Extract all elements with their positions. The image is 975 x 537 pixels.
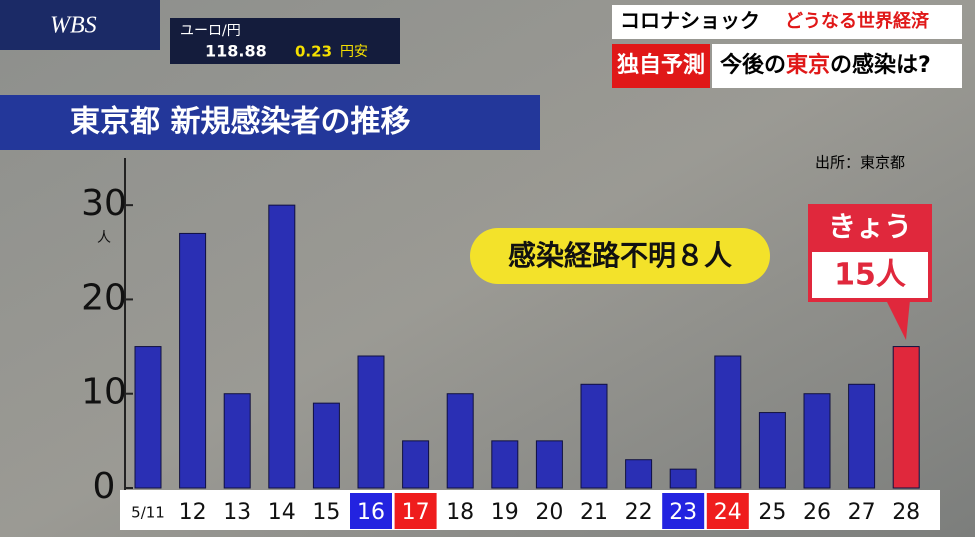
annotation: 感染経路不明８人: [508, 239, 732, 272]
x-label-bg: [260, 493, 303, 529]
headline-part: 東京: [786, 52, 830, 78]
topic-box: [612, 5, 962, 39]
chart-title: 東京都 新規感染者の推移: [70, 105, 410, 140]
x-tick-label: 14: [268, 500, 296, 525]
x-tick-label: 27: [848, 500, 876, 525]
bar: [580, 383, 608, 489]
x-label-bg: [796, 493, 838, 529]
callout-body: [808, 248, 932, 302]
x-label-bg: [216, 493, 259, 529]
bar: [892, 346, 920, 489]
x-tick-label: 21: [580, 500, 608, 525]
bar: [179, 232, 207, 489]
x-label-bg: [885, 493, 928, 529]
x-label-bg: [439, 493, 482, 529]
x-tick-label: 16: [357, 500, 385, 525]
fx-rate: 118.88: [205, 42, 267, 61]
bar: [357, 355, 385, 489]
x-label-bg: [617, 493, 660, 529]
headline: 今後の東京の感染は?: [720, 52, 931, 78]
x-label-bg: [573, 493, 615, 529]
y-tick-label: 30: [81, 183, 127, 224]
x-tick-label: 19: [491, 500, 519, 525]
x-label-bg: [662, 493, 705, 529]
bar: [714, 355, 742, 489]
x-tick-label: 23: [669, 500, 697, 525]
x-tick-label: 18: [446, 500, 474, 525]
x-tick-label: 5/11: [131, 504, 165, 522]
x-tick-label: 17: [402, 500, 430, 525]
x-label-bg: [751, 493, 794, 529]
x-label-bg: [483, 493, 526, 529]
x-label-bg: [706, 493, 749, 529]
annotation-box: [470, 228, 770, 284]
y-tick-label: 20: [81, 277, 127, 318]
headline-part: 今後の: [720, 52, 786, 78]
bar: [223, 393, 251, 489]
bar: [134, 346, 162, 489]
bar: [402, 440, 430, 489]
bar: [758, 412, 786, 489]
bar: [312, 402, 340, 489]
fx-change-unit: 円安: [340, 44, 368, 60]
callout-title: きょう: [828, 210, 912, 243]
bar: [848, 383, 876, 489]
callout-value: 15人: [834, 258, 906, 293]
x-tick-label: 25: [758, 500, 786, 525]
y-unit: 人: [97, 230, 111, 246]
bar: [669, 468, 697, 489]
x-tick-label: 26: [803, 500, 831, 525]
x-tick-label: 28: [892, 500, 920, 525]
bar: [803, 393, 831, 489]
topic-sub: どうなる世界経済: [785, 10, 930, 32]
x-label-bg: [305, 493, 348, 529]
y-tick-label: 0: [93, 466, 116, 507]
bar: [491, 440, 519, 489]
bar: [268, 204, 296, 489]
x-label-bg: [171, 493, 214, 529]
fx-label: ユーロ/円: [180, 23, 241, 39]
topic: コロナショック: [620, 9, 760, 33]
callout-pointer: [886, 300, 910, 340]
x-tick-label: 24: [714, 500, 742, 525]
x-label-bg: [528, 493, 571, 529]
x-tick-label: 22: [625, 500, 653, 525]
bar: [446, 393, 474, 489]
bar: [535, 440, 563, 489]
title-banner: [0, 95, 540, 150]
x-label-bg: [350, 493, 392, 529]
x-label-bg: [840, 493, 883, 529]
x-label-bg: [127, 493, 169, 529]
logo: WBS: [50, 13, 97, 39]
logo-box: [0, 0, 160, 50]
callout-head: [808, 204, 932, 250]
tag: 独自予測: [617, 52, 705, 78]
headline-part: の感染は?: [830, 52, 931, 78]
headline-box: [712, 44, 962, 88]
x-tick-label: 20: [535, 500, 563, 525]
x-tick-label: 13: [223, 500, 251, 525]
source: 出所：東京都: [815, 154, 905, 172]
x-tick-label: 12: [179, 500, 207, 525]
x-label-bg: [394, 493, 437, 529]
tag-box: [612, 44, 710, 88]
ticker-box: [170, 18, 400, 64]
fx-change: 0.23: [295, 43, 332, 61]
x-tick-label: 15: [312, 500, 340, 525]
y-tick-label: 10: [81, 372, 127, 413]
bar: [625, 459, 653, 489]
